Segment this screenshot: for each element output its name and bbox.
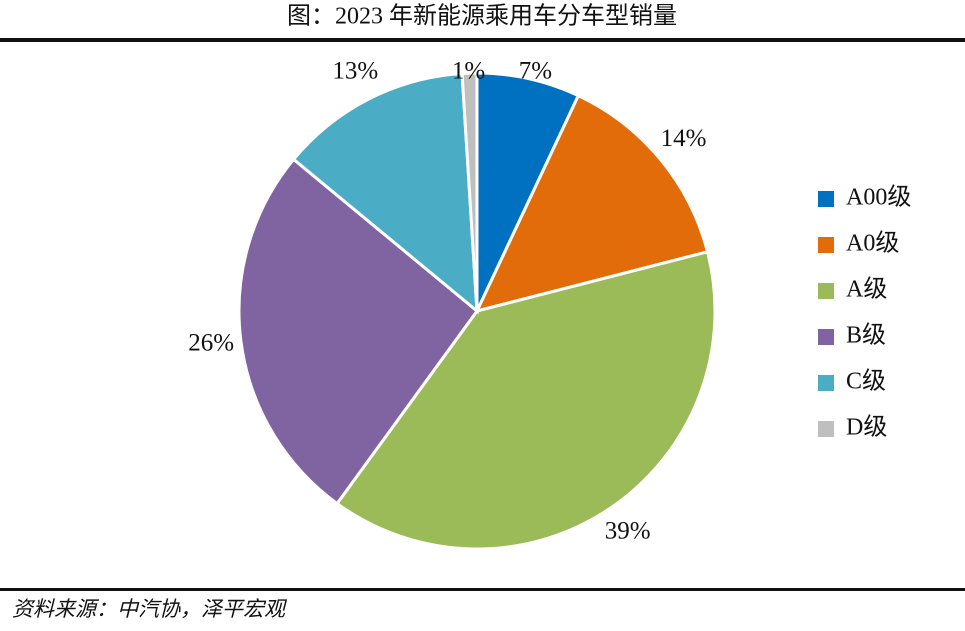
legend-label: B级 (846, 322, 886, 349)
data-label: 1% (452, 58, 485, 85)
pie-slice (460, 71, 479, 312)
legend-label: A00级 (846, 184, 911, 211)
legend-swatch (818, 237, 834, 253)
legend-swatch (818, 375, 834, 391)
legend-label: D级 (846, 414, 887, 441)
data-label: 13% (332, 58, 378, 85)
top-rule (0, 38, 965, 42)
legend-label: A0级 (846, 230, 899, 257)
chart-title: 图：2023 年新能源乘用车分车型销量 (287, 3, 677, 30)
data-label: 14% (661, 125, 707, 152)
legend-swatch (818, 283, 834, 299)
pie-slice (291, 71, 479, 315)
legend-label: A级 (846, 276, 887, 303)
pie-slice (237, 157, 480, 506)
source-note: 资料来源：中汽协，泽平宏观 (12, 597, 288, 621)
pie-slice (475, 71, 581, 312)
pie-slice (474, 93, 710, 314)
legend-swatch (818, 191, 834, 207)
pie-slice (335, 249, 717, 551)
legend-label: C级 (846, 368, 886, 395)
data-label: 26% (188, 329, 234, 356)
data-label: 7% (519, 58, 552, 85)
bottom-rule (0, 588, 965, 591)
data-label: 39% (605, 517, 651, 544)
legend-swatch (818, 421, 834, 437)
legend-swatch (818, 329, 834, 345)
